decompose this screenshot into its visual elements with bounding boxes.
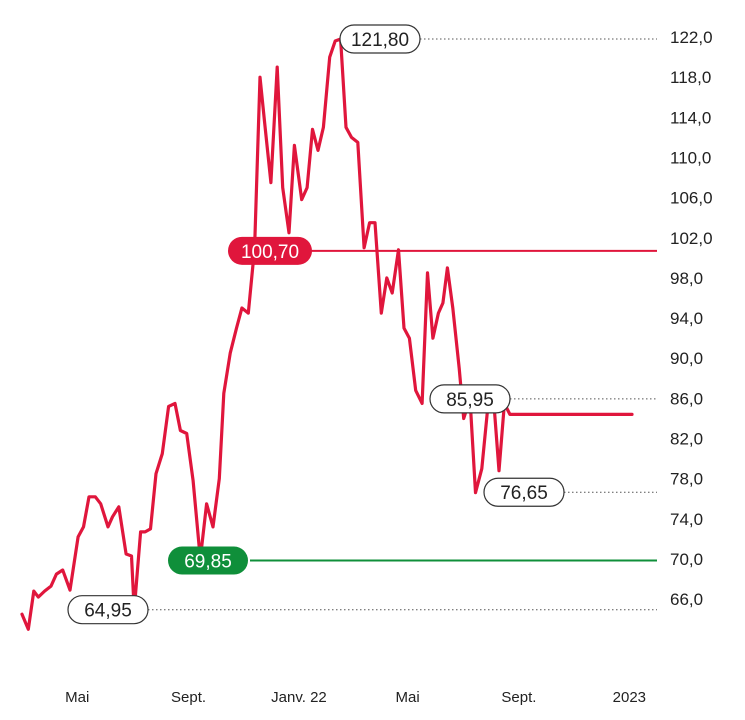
price-line [20, 37, 634, 631]
value-callouts: 100,70 69,85 121,80 85,95 76,65 64,95 [67, 24, 565, 625]
y-tick-label: 122,0 [670, 28, 713, 47]
reference-lines [250, 249, 657, 562]
y-tick-label: 94,0 [670, 309, 703, 328]
y-axis: 66,0 70,0 74,0 78,0 82,0 86,0 90,0 94,0 98,0 102,… [670, 28, 713, 609]
x-tick-label: Mai [65, 689, 89, 706]
y-tick-label: 98,0 [670, 269, 703, 288]
y-tick-label: 90,0 [670, 349, 703, 368]
local-low-callout-label: 76,65 [500, 483, 548, 504]
x-tick-label: Sept. [171, 689, 206, 706]
upper-threshold-label: 100,70 [241, 242, 299, 263]
x-tick-label: Sept. [501, 689, 536, 706]
y-tick-label: 102,0 [670, 229, 713, 248]
low-callout-box [67, 595, 149, 625]
upper-threshold-badge [228, 236, 312, 265]
peak-callout-label: 121,80 [351, 30, 409, 51]
y-tick-label: 78,0 [670, 470, 703, 489]
y-tick-label: 86,0 [670, 389, 703, 408]
y-tick-label: 74,0 [670, 510, 703, 529]
x-axis: Mai Sept. Janv. 22 Mai Sept. 2023 [65, 689, 646, 706]
low-callout-label: 64,95 [84, 601, 132, 622]
y-tick-label: 118,0 [670, 68, 711, 87]
price-series [20, 37, 634, 631]
y-tick-label: 110,0 [670, 148, 711, 167]
y-tick-label: 66,0 [670, 590, 703, 609]
y-tick-label: 70,0 [670, 550, 703, 569]
lower-threshold-badge [168, 546, 248, 575]
local-low-callout-box [483, 477, 565, 507]
y-tick-label: 106,0 [670, 189, 713, 208]
local-high-callout-label: 85,95 [446, 390, 494, 411]
y-tick-label: 82,0 [670, 430, 703, 449]
annotation-guide-lines [148, 38, 657, 611]
y-tick-label: 114,0 [670, 108, 711, 127]
x-tick-label: Janv. 22 [271, 689, 327, 706]
x-tick-label: Mai [395, 689, 419, 706]
peak-callout-box [339, 24, 421, 54]
local-high-callout-box [429, 384, 511, 414]
x-tick-label: 2023 [613, 689, 646, 706]
lower-threshold-label: 69,85 [184, 552, 232, 573]
